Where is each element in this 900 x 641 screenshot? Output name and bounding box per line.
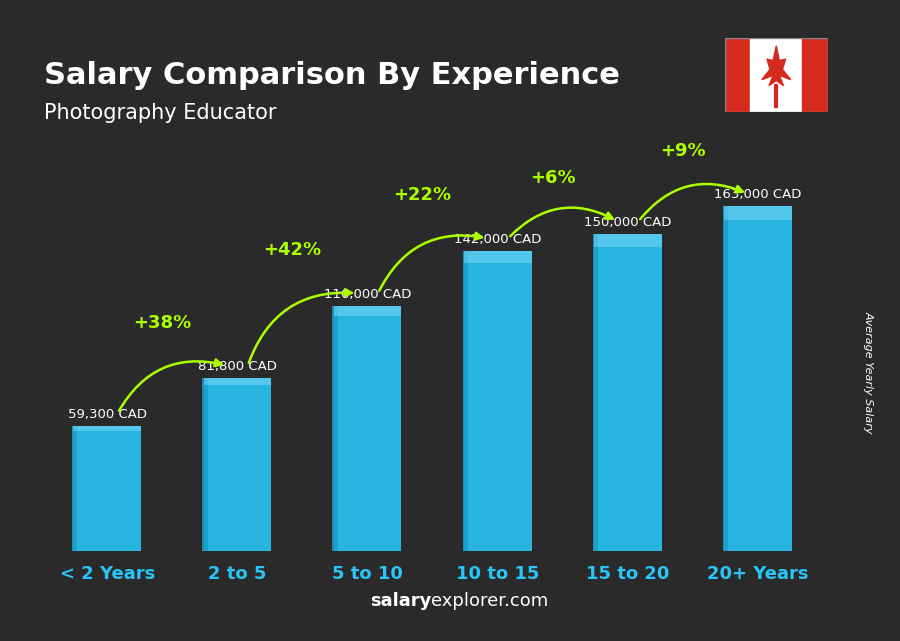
Polygon shape	[761, 46, 791, 86]
Bar	[334, 306, 401, 551]
Text: +6%: +6%	[529, 169, 575, 187]
Bar	[334, 306, 401, 316]
Text: +42%: +42%	[263, 242, 321, 260]
Text: 142,000 CAD: 142,000 CAD	[454, 233, 542, 246]
Text: 116,000 CAD: 116,000 CAD	[324, 288, 411, 301]
Text: 150,000 CAD: 150,000 CAD	[584, 215, 671, 229]
Bar	[203, 378, 271, 551]
Bar	[74, 426, 141, 431]
Bar	[593, 234, 598, 551]
Text: 81,800 CAD: 81,800 CAD	[198, 360, 277, 373]
Bar	[724, 38, 751, 112]
Text: Photography Educator: Photography Educator	[44, 103, 276, 123]
Text: +22%: +22%	[393, 187, 451, 204]
Bar	[72, 426, 77, 551]
Bar	[724, 206, 792, 221]
Text: 163,000 CAD: 163,000 CAD	[715, 188, 802, 201]
Text: +9%: +9%	[660, 142, 706, 160]
Text: Average Yearly Salary: Average Yearly Salary	[863, 310, 874, 433]
Bar	[464, 251, 532, 263]
Text: 59,300 CAD: 59,300 CAD	[68, 408, 147, 420]
Text: +38%: +38%	[133, 313, 191, 331]
Bar	[332, 306, 338, 551]
Bar	[464, 251, 532, 551]
Bar	[802, 38, 828, 112]
Bar	[723, 206, 728, 551]
Text: explorer.com: explorer.com	[431, 592, 548, 610]
Bar	[724, 206, 792, 551]
Bar	[74, 426, 141, 551]
Bar	[594, 234, 662, 551]
Text: salary: salary	[370, 592, 431, 610]
Bar	[202, 378, 208, 551]
Bar	[751, 38, 802, 112]
Bar	[463, 251, 468, 551]
Bar	[203, 378, 271, 385]
Text: Salary Comparison By Experience: Salary Comparison By Experience	[44, 60, 620, 90]
Bar	[594, 234, 662, 247]
